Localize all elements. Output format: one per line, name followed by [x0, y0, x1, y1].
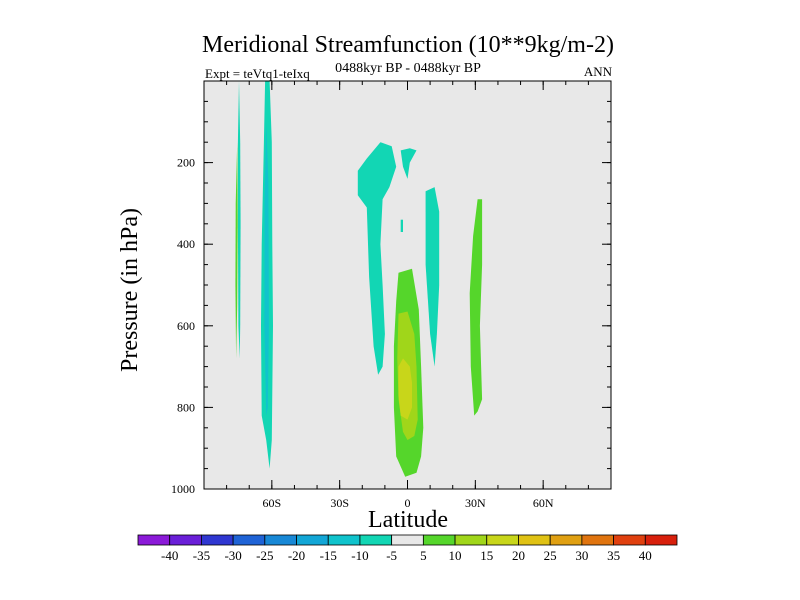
colorbar-label: -25	[256, 548, 273, 563]
experiment-label: Expt = teVtq1-teIxq	[205, 66, 310, 81]
plot-area: 60S 30S 0 30N 60N 200 400 600 800 1000	[171, 80, 612, 510]
contour-neg-5-band-75S	[237, 81, 241, 359]
colorbar-box	[454, 534, 488, 546]
colorbar-label: 20	[512, 548, 525, 563]
colorbar-label: 15	[480, 548, 493, 563]
colorbar-label: -20	[288, 548, 305, 563]
colorbar-box	[137, 534, 171, 546]
colorbar-box	[518, 534, 551, 546]
contour-neg-5-cell-15S	[357, 142, 397, 375]
colorbar-box	[613, 534, 646, 546]
contour-pos-15-core-eq	[398, 358, 412, 420]
colorbar-label: 30	[575, 548, 588, 563]
chart-title: Meridional Streamfunction (10**9kg/m-2)	[202, 32, 614, 58]
contour-neg-5-cell-near-eq	[400, 148, 417, 179]
season-label: ANN	[584, 64, 613, 79]
y-tick-label: 1000	[171, 482, 195, 496]
colorbar-box	[296, 534, 329, 546]
colorbar-label: 10	[449, 548, 462, 563]
colorbar-box	[201, 534, 234, 546]
colorbar-box	[486, 534, 519, 546]
chart-subtitle: 0488kyr BP - 0488kyr BP	[335, 61, 481, 76]
colorbar-label: 35	[607, 548, 620, 563]
contour-regions	[235, 81, 483, 477]
colorbar-box	[264, 534, 297, 546]
colorbar-label: -5	[386, 548, 397, 563]
colorbar-box	[422, 534, 456, 546]
contour-pos-5-band-75S	[235, 142, 238, 359]
colorbar-label: -35	[193, 548, 210, 563]
y-tick-label: 200	[177, 156, 195, 170]
colorbar-box	[644, 534, 678, 546]
colorbar-box	[581, 534, 614, 546]
x-tick-label: 60N	[533, 496, 554, 510]
colorbar-box	[169, 534, 202, 546]
colorbar-label: -30	[224, 548, 241, 563]
y-tick-label: 400	[177, 237, 195, 251]
contour-neg-10-core-63S	[264, 121, 269, 416]
colorbar-box	[232, 534, 266, 546]
x-tick-label: 30S	[330, 496, 349, 510]
colorbar-box	[391, 534, 424, 546]
colorbar-label: 25	[544, 548, 557, 563]
colorbar-label: 40	[639, 548, 652, 563]
colorbar-box	[359, 534, 393, 546]
x-tick-label: 30N	[465, 496, 486, 510]
x-axis: 60S 30S 0 30N 60N	[203, 81, 612, 510]
x-tick-label: 60S	[262, 496, 281, 510]
colorbar-label: -10	[351, 548, 368, 563]
x-tick-label: 0	[405, 496, 411, 510]
colorbar-label: -15	[320, 548, 337, 563]
y-axis-label: Pressure (in hPa)	[117, 208, 143, 372]
colorbar: -40 -35 -30 -25 -20 -15 -10 -5 5 10 15 20 25 30 35 40	[137, 534, 678, 563]
contour-neg-5-cell-12N	[425, 187, 440, 367]
contour-pos-5-band-30N	[469, 199, 483, 416]
contour-neg-5-speck-eq	[400, 219, 403, 232]
x-axis-label: Latitude	[368, 507, 448, 533]
colorbar-box	[327, 534, 361, 546]
colorbar-box	[549, 534, 583, 546]
colorbar-label: -40	[161, 548, 178, 563]
y-axis: 200 400 600 800 1000	[171, 100, 611, 496]
colorbar-label: 5	[420, 548, 427, 563]
y-tick-label: 800	[177, 400, 195, 414]
y-tick-label: 600	[177, 319, 195, 333]
